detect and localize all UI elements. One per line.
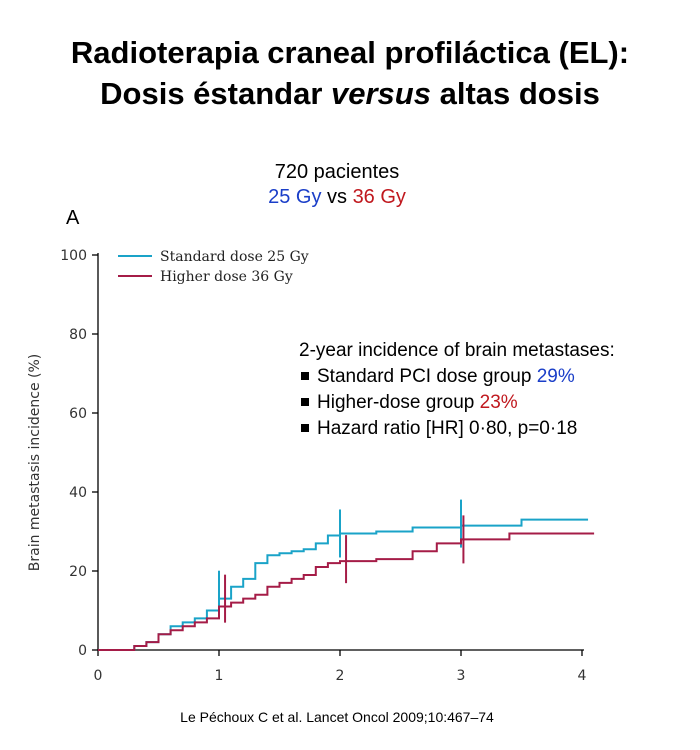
y-tick-label: 0	[78, 643, 87, 659]
title-line-1: Radioterapia craneal profiláctica (EL):	[70, 35, 630, 70]
citation: Le Péchoux C et al. Lancet Oncol 2009;10…	[180, 709, 494, 725]
vs-text: vs	[321, 186, 353, 208]
legend-label: Higher dose 36 Gy	[160, 269, 293, 285]
bullet-icon	[301, 397, 309, 406]
dose-comparison: 25 Gy vs 36 Gy	[0, 185, 674, 210]
legend-label: Standard dose 25 Gy	[160, 249, 309, 265]
y-tick-label: 80	[69, 327, 87, 343]
annotation-box: 2-year incidence of brain metastases: St…	[299, 338, 615, 442]
patients-count: 720 pacientes	[274, 161, 400, 183]
title-line-2-pre: Dosis éstandar	[100, 76, 332, 111]
annotation-heading: 2-year incidence of brain metastases:	[299, 340, 615, 361]
dose-a: 25 Gy	[268, 186, 322, 208]
y-tick-label: 60	[69, 406, 87, 422]
annotation-item-value: 23%	[479, 392, 518, 413]
panel-letter: A	[66, 207, 80, 229]
subtitle: 720 pacientes 25 Gy vs 36 Gy	[0, 160, 674, 210]
y-tick-label: 40	[69, 485, 87, 501]
annotation-item-text: Hazard ratio [HR] 0·80, p=0·18	[317, 418, 578, 439]
annotation-item-standard: Standard PCI dose group 29%	[299, 364, 615, 390]
y-tick-label: 20	[69, 564, 87, 580]
series-line-higher	[98, 532, 595, 651]
y-axis-label: Brain metastasis incidence (%)	[27, 354, 43, 571]
annotation-item-text: Higher-dose group	[317, 392, 480, 413]
bullet-icon	[301, 423, 309, 432]
annotation-item-text: Standard PCI dose group	[317, 366, 537, 387]
annotation-item-value: 29%	[536, 366, 575, 387]
x-tick-label: 1	[215, 668, 224, 684]
annotation-item-hazard: Hazard ratio [HR] 0·80, p=0·18	[299, 416, 615, 442]
x-tick-label: 2	[336, 668, 345, 684]
title-line-2-em: versus	[331, 76, 431, 111]
annotation-item-higher: Higher-dose group 23%	[299, 390, 615, 416]
dose-b: 36 Gy	[352, 186, 406, 208]
bullet-icon	[301, 371, 309, 380]
y-tick-label: 100	[60, 248, 87, 264]
page-title: Radioterapia craneal profiláctica (EL): …	[0, 32, 700, 114]
x-tick-label: 3	[457, 668, 466, 684]
x-tick-label: 0	[94, 668, 103, 684]
title-line-2: Dosis éstandar versus altas dosis	[0, 73, 700, 114]
title-line-2-post: altas dosis	[430, 76, 600, 111]
x-tick-label: 4	[578, 668, 587, 684]
